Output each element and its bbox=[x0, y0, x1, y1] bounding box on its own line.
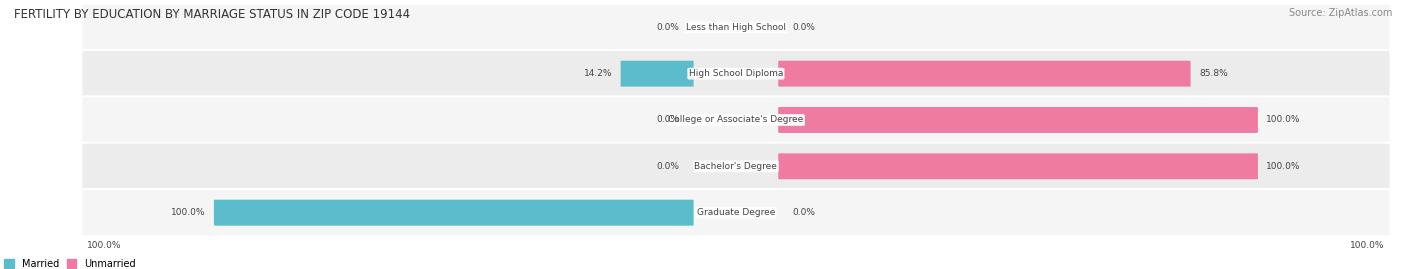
FancyBboxPatch shape bbox=[82, 4, 1391, 51]
Text: 100.0%: 100.0% bbox=[1267, 162, 1301, 171]
Text: 0.0%: 0.0% bbox=[793, 208, 815, 217]
Text: 0.0%: 0.0% bbox=[657, 162, 679, 171]
FancyBboxPatch shape bbox=[779, 61, 1191, 87]
Text: 100.0%: 100.0% bbox=[172, 208, 205, 217]
FancyBboxPatch shape bbox=[779, 107, 1258, 133]
Text: Graduate Degree: Graduate Degree bbox=[697, 208, 775, 217]
Text: High School Diploma: High School Diploma bbox=[689, 69, 783, 78]
Text: 14.2%: 14.2% bbox=[583, 69, 612, 78]
FancyBboxPatch shape bbox=[620, 61, 693, 87]
Text: FERTILITY BY EDUCATION BY MARRIAGE STATUS IN ZIP CODE 19144: FERTILITY BY EDUCATION BY MARRIAGE STATU… bbox=[14, 8, 411, 21]
Text: 0.0%: 0.0% bbox=[657, 23, 679, 32]
Text: 100.0%: 100.0% bbox=[1350, 241, 1385, 250]
FancyBboxPatch shape bbox=[82, 50, 1391, 97]
FancyBboxPatch shape bbox=[214, 200, 693, 226]
Text: 100.0%: 100.0% bbox=[87, 241, 121, 250]
Text: 0.0%: 0.0% bbox=[793, 23, 815, 32]
Text: 100.0%: 100.0% bbox=[1267, 115, 1301, 125]
Text: College or Associate's Degree: College or Associate's Degree bbox=[668, 115, 804, 125]
FancyBboxPatch shape bbox=[82, 189, 1391, 236]
Text: Less than High School: Less than High School bbox=[686, 23, 786, 32]
FancyBboxPatch shape bbox=[779, 153, 1258, 179]
Text: Source: ZipAtlas.com: Source: ZipAtlas.com bbox=[1288, 8, 1392, 18]
Text: 0.0%: 0.0% bbox=[657, 115, 679, 125]
FancyBboxPatch shape bbox=[82, 143, 1391, 190]
Text: Bachelor's Degree: Bachelor's Degree bbox=[695, 162, 778, 171]
Text: 85.8%: 85.8% bbox=[1199, 69, 1227, 78]
Legend: Married, Unmarried: Married, Unmarried bbox=[4, 259, 136, 269]
FancyBboxPatch shape bbox=[82, 96, 1391, 144]
